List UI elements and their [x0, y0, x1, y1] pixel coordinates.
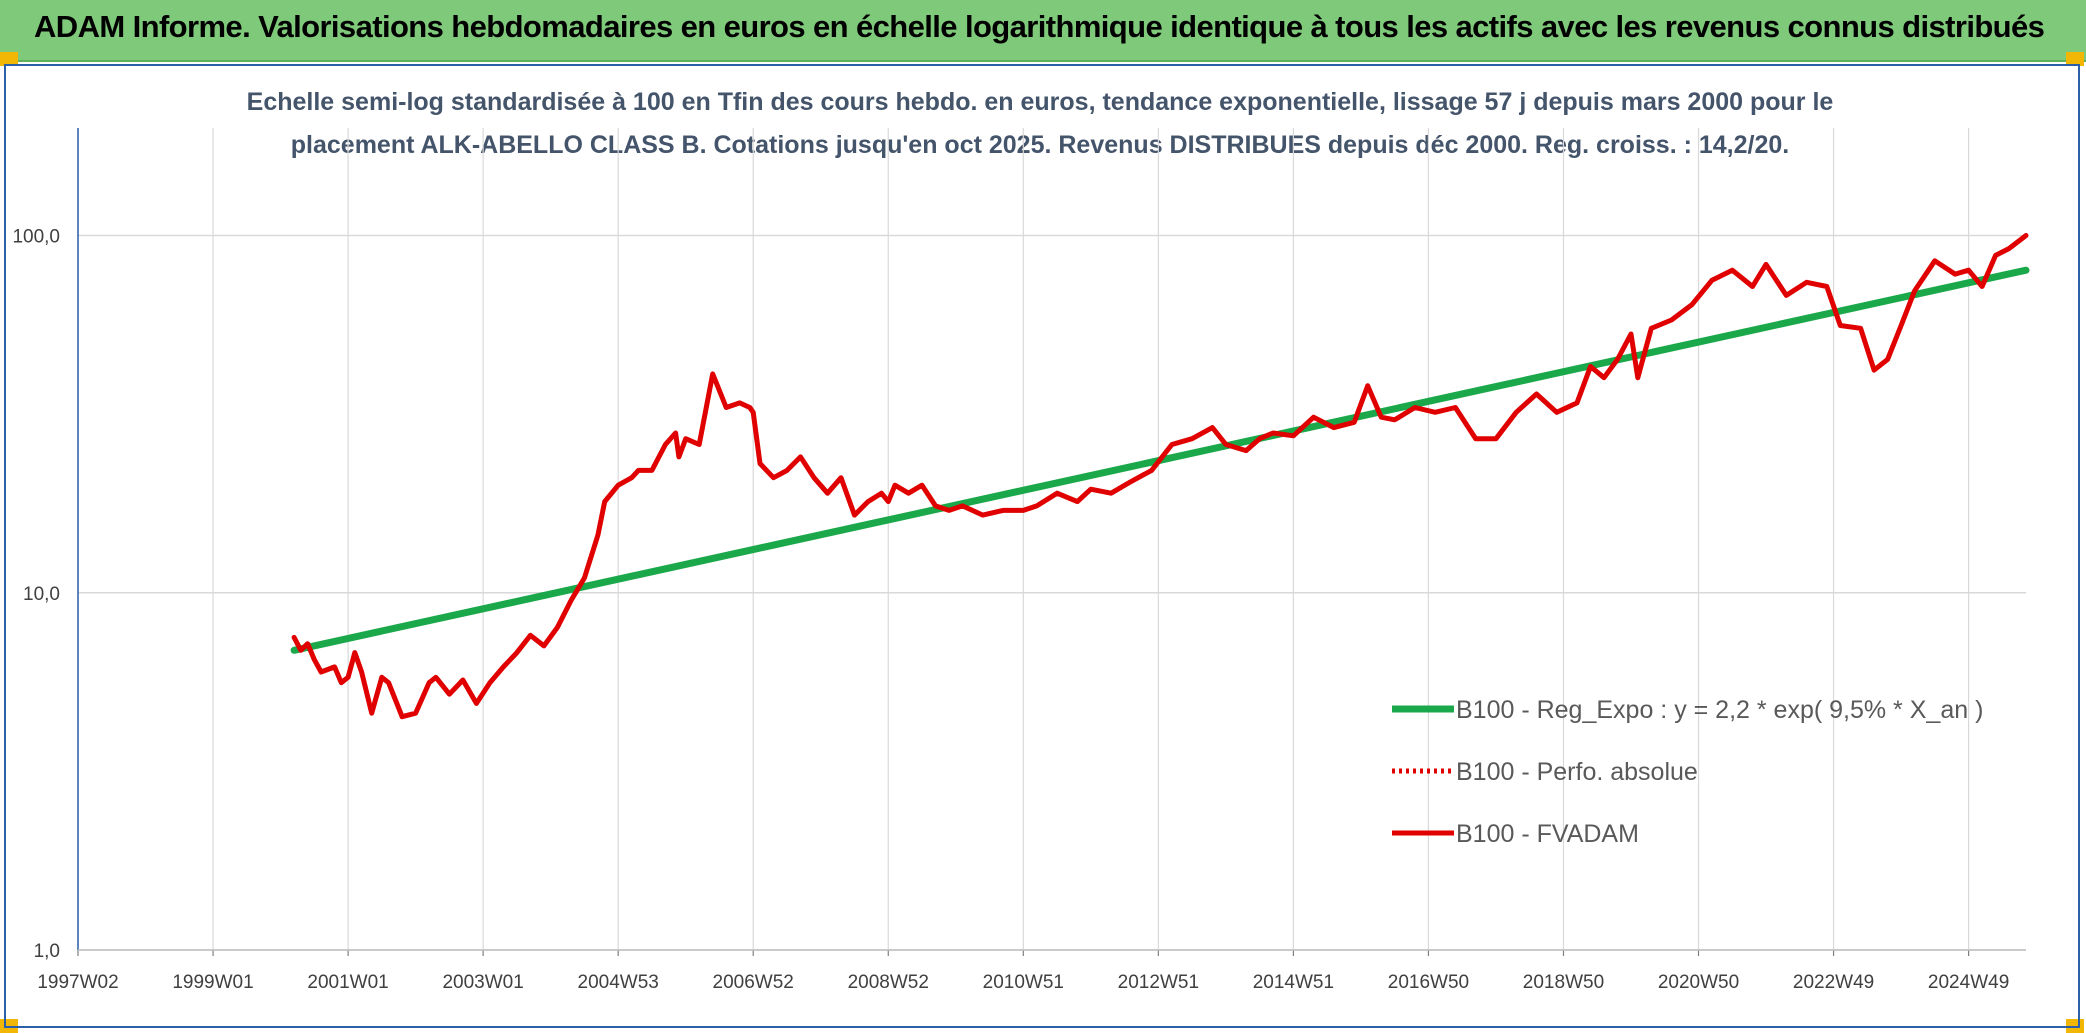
page-title: ADAM Informe. Valorisations hebdomadaire…	[34, 9, 2045, 44]
header-banner: ADAM Informe. Valorisations hebdomadaire…	[0, 0, 2086, 62]
corner-mark-right	[2066, 52, 2084, 66]
x-tick-label: 2001W01	[307, 972, 388, 993]
x-tick-label: 2010W51	[983, 972, 1064, 993]
x-tick-label: 1999W01	[172, 972, 253, 993]
x-tick-label: 2016W50	[1388, 972, 1469, 993]
legend-label: B100 - FVADAM	[1456, 820, 1639, 848]
corner-mark-left	[0, 52, 18, 66]
x-tick-label: 2003W01	[442, 972, 523, 993]
x-tick-label: 2018W50	[1523, 972, 1604, 993]
x-tick-label: 2022W49	[1793, 972, 1874, 993]
y-tick-label: 100,0	[12, 227, 60, 248]
y-tick-label: 10,0	[23, 584, 60, 605]
legend-label: B100 - Perfo. absolue	[1456, 758, 1698, 786]
x-tick-label: 2008W52	[848, 972, 929, 993]
x-tick-label: 2004W53	[578, 972, 659, 993]
x-tick-label: 1997W02	[37, 972, 118, 993]
x-tick-label: 2006W52	[713, 972, 794, 993]
chart-title-line-2: placement ALK-ABELLO CLASS B. Cotations …	[290, 131, 1790, 159]
x-tick-label: 2024W49	[1928, 972, 2009, 993]
y-tick-label: 1,0	[34, 941, 60, 962]
x-tick-label: 2014W51	[1253, 972, 1334, 993]
chart-frame	[4, 64, 2080, 1028]
chart-title-line-1: Echelle semi-log standardisée à 100 en T…	[246, 88, 1834, 116]
x-tick-label: 2012W51	[1118, 972, 1199, 993]
x-tick-label: 2020W50	[1658, 972, 1739, 993]
legend-label: B100 - Reg_Expo : y = 2,2 * exp( 9,5% * …	[1456, 696, 1983, 724]
fvadam-series-line	[291, 233, 2029, 720]
